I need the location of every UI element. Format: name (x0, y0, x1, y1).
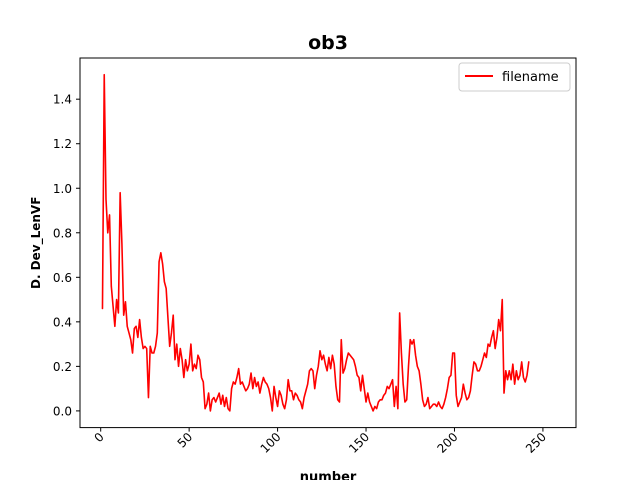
y-tick-label: 0.4 (53, 315, 72, 329)
series-line-filename (101, 73, 530, 412)
plot-area (80, 58, 576, 428)
y-tick-label: 0.6 (53, 271, 72, 285)
legend: filename (458, 62, 571, 92)
y-tick-label: 0.2 (53, 360, 72, 374)
series-layer (101, 73, 530, 412)
y-tick-label: 1.0 (53, 182, 72, 196)
y-tick-label: 1.2 (53, 137, 72, 151)
y-tick-label: 0.8 (53, 226, 72, 240)
x-axis-label: number (300, 470, 357, 480)
legend-box (458, 62, 571, 92)
legend-label-filename: filename (502, 70, 559, 85)
y-axis-label: D. Dev_LenVF (29, 197, 44, 289)
chart-title: ob3 (308, 32, 348, 54)
y-axis-ticks: 0.0 0.2 0.4 0.6 0.8 1.0 1.2 1.4 (53, 93, 80, 418)
y-tick-label: 1.4 (53, 93, 72, 107)
y-tick-label: 0.0 (53, 404, 72, 418)
plot-frame (79, 57, 577, 429)
